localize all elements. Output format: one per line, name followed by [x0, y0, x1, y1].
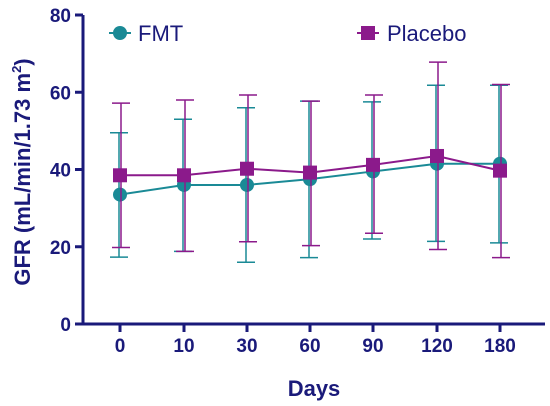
legend-placebo-label: Placebo — [387, 21, 467, 46]
y-axis-title-sup: 2 — [9, 66, 24, 73]
y-tick-label: 20 — [50, 238, 71, 259]
y-axis-title-main: GFR (mL/min/1.73 m — [10, 73, 35, 286]
data-point — [430, 148, 444, 163]
data-point — [303, 165, 317, 180]
x-tick-label: 0 — [115, 336, 126, 357]
data-point — [493, 163, 507, 178]
series-layer — [110, 61, 510, 263]
x-tick-label: 10 — [173, 336, 194, 357]
legend-fmt-marker — [113, 26, 127, 40]
x-tick-label: 180 — [484, 336, 516, 357]
legend-item-placebo: Placebo — [357, 21, 467, 46]
y-ticks: 0 20 40 60 80 — [50, 6, 83, 336]
x-axis-title: Days — [288, 376, 341, 401]
x-tick-label: 30 — [236, 336, 257, 357]
y-tick-label: 60 — [50, 83, 71, 104]
y-tick-label: 80 — [50, 6, 71, 27]
data-point — [240, 177, 254, 192]
x-ticks: 0 10 30 60 90 120 180 — [115, 324, 516, 357]
legend-fmt-label: FMT — [138, 21, 183, 46]
data-point — [113, 168, 127, 183]
series-placebo — [112, 61, 510, 259]
y-axis-title-close: ) — [10, 58, 35, 65]
data-point — [113, 187, 127, 202]
y-tick-label: 0 — [60, 315, 71, 336]
x-tick-label: 120 — [421, 336, 453, 357]
y-axis-title: GFR (mL/min/1.73 m2) — [9, 58, 35, 285]
legend: FMT Placebo — [109, 21, 467, 46]
data-point — [366, 157, 380, 172]
legend-placebo-marker — [361, 26, 375, 40]
y-tick-label: 40 — [50, 161, 71, 182]
x-tick-label: 90 — [362, 336, 383, 357]
x-tick-label: 60 — [299, 336, 320, 357]
data-point — [240, 161, 254, 176]
legend-item-fmt: FMT — [109, 21, 183, 46]
data-point — [177, 168, 191, 183]
